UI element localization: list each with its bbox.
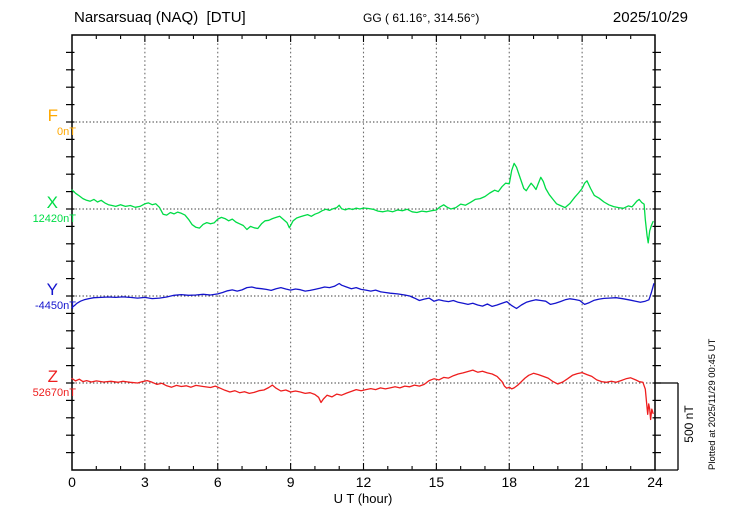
trace-y (71, 282, 655, 310)
x-tick-label: 15 (428, 474, 445, 490)
channel-baseline-x: 12420nT (32, 213, 76, 225)
x-tick-label: 0 (68, 474, 76, 490)
plot-date: 2025/10/29 (612, 9, 688, 26)
x-tick-label: 3 (140, 474, 149, 490)
plot-frame (71, 34, 656, 471)
x-tick-label: 24 (647, 474, 663, 490)
trace-z (71, 369, 654, 421)
x-tick-label: 18 (501, 474, 518, 490)
channel-baseline-f: 0nT (57, 126, 76, 138)
station-title: Narsarsuaq (NAQ) [DTU] (74, 9, 246, 26)
x-tick-label: 12 (355, 474, 372, 490)
trace-x (71, 162, 654, 244)
x-axis-title: U T (hour) (333, 491, 393, 506)
plotted-at-timestamp: Plotted at 2025/11/29 00:45 UT (707, 338, 718, 470)
channel-label-y: Y (46, 280, 58, 299)
channel-label-x: X (46, 193, 58, 212)
x-tick-label: 6 (213, 474, 222, 490)
scale-bar-label: 500 nT (682, 405, 696, 443)
channel-label-f: F (47, 106, 58, 125)
geographic-coordinates: GG ( 61.16°, 314.56°) (363, 11, 480, 25)
channel-baseline-z: 52670nT (32, 387, 76, 399)
channel-label-z: Z (47, 367, 58, 386)
x-tick-label: 21 (574, 474, 590, 490)
channel-baseline-y: -4450nT (35, 300, 76, 312)
x-tick-label: 9 (286, 474, 295, 490)
